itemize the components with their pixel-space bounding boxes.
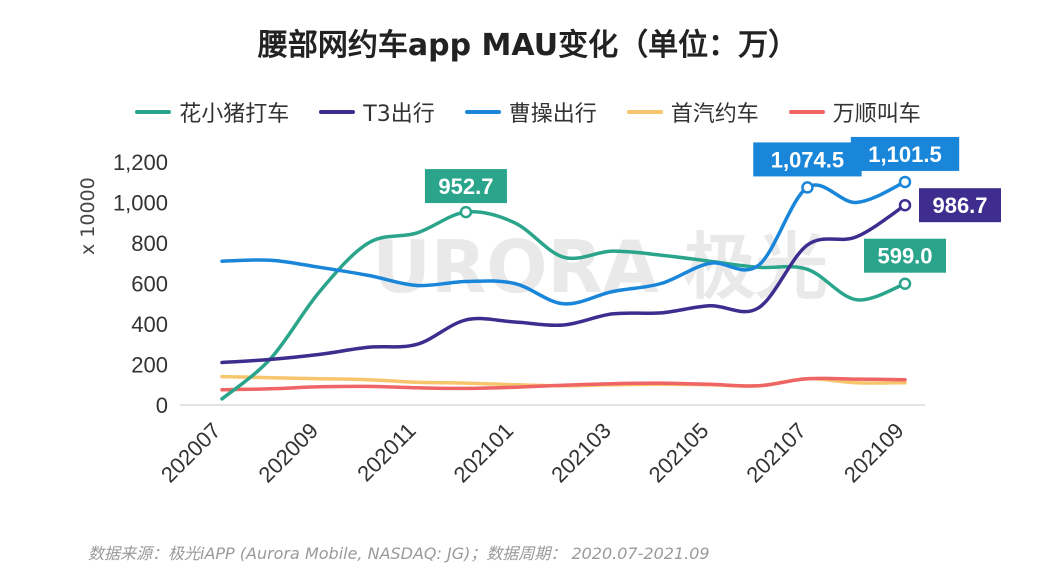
series-line-4 bbox=[220, 376, 907, 392]
legend-label: 花小猪打车 bbox=[179, 102, 290, 127]
x-tick-label: 202109 bbox=[839, 418, 909, 488]
annotation-label: 952.7 bbox=[438, 174, 493, 199]
legend-item-wanshun[interactable]: 万顺叫车 bbox=[788, 96, 921, 128]
y-tick-label: 0 bbox=[156, 393, 168, 418]
legend-label: 首汽约车 bbox=[670, 102, 759, 127]
annotation-box bbox=[850, 136, 960, 171]
annotation-box bbox=[424, 169, 507, 204]
data-source-note: 数据来源：极光iAPP (Aurora Mobile, NASDAQ: JG)；… bbox=[88, 544, 710, 563]
y-tick-label: 600 bbox=[131, 272, 168, 297]
legend-label: T3出行 bbox=[363, 102, 435, 127]
annotation-marker bbox=[898, 175, 912, 189]
legend-swatch bbox=[626, 110, 663, 114]
annotation-marker bbox=[801, 181, 814, 194]
series-line-1 bbox=[220, 203, 907, 365]
chart-legend: 花小猪打车 T3出行 曹操出行 首汽约车 万顺叫车 bbox=[0, 96, 1056, 128]
legend-item-t3[interactable]: T3出行 bbox=[319, 96, 435, 128]
x-tick-label: 202105 bbox=[644, 418, 714, 488]
series-line-2 bbox=[220, 180, 907, 306]
y-tick-label: 200 bbox=[131, 353, 168, 378]
legend-swatch bbox=[135, 110, 172, 114]
annotation-box bbox=[753, 142, 862, 177]
annotation-marker bbox=[459, 205, 473, 219]
x-tick-label: 202103 bbox=[546, 418, 616, 488]
x-tick-label: 202011 bbox=[352, 418, 420, 486]
legend-label: 万顺叫车 bbox=[832, 102, 921, 127]
y-tick-label: 400 bbox=[131, 312, 168, 337]
legend-item-shouqi[interactable]: 首汽约车 bbox=[626, 96, 759, 128]
legend-swatch bbox=[788, 110, 825, 114]
legend-item-huaxiaozhu[interactable]: 花小猪打车 bbox=[135, 96, 289, 128]
legend-swatch bbox=[464, 110, 501, 114]
legend-swatch bbox=[319, 110, 356, 114]
annotation-marker bbox=[898, 198, 912, 212]
x-tick-label: 202007 bbox=[156, 418, 226, 488]
annotation-box bbox=[919, 188, 1001, 223]
annotation-label: 1,101.5 bbox=[868, 142, 941, 167]
annotation-box bbox=[864, 238, 946, 273]
y-tick-label: 1,000 bbox=[113, 191, 168, 216]
annotation-label: 986.7 bbox=[932, 193, 987, 218]
legend-label: 曹操出行 bbox=[508, 102, 597, 127]
y-tick-label: 800 bbox=[131, 231, 168, 256]
x-tick-label: 202009 bbox=[254, 418, 324, 488]
annotation-marker bbox=[898, 277, 912, 290]
y-tick-label: 1,200 bbox=[113, 150, 168, 175]
x-tick-label: 202101 bbox=[449, 418, 519, 488]
chart-title: 腰部网约车app MAU变化（单位：万） bbox=[257, 28, 799, 63]
annotation-label: 599.0 bbox=[877, 244, 932, 269]
annotation-label: 1,074.5 bbox=[771, 147, 844, 172]
x-tick-label: 202107 bbox=[741, 418, 811, 488]
legend-item-caocao[interactable]: 曹操出行 bbox=[464, 96, 597, 128]
